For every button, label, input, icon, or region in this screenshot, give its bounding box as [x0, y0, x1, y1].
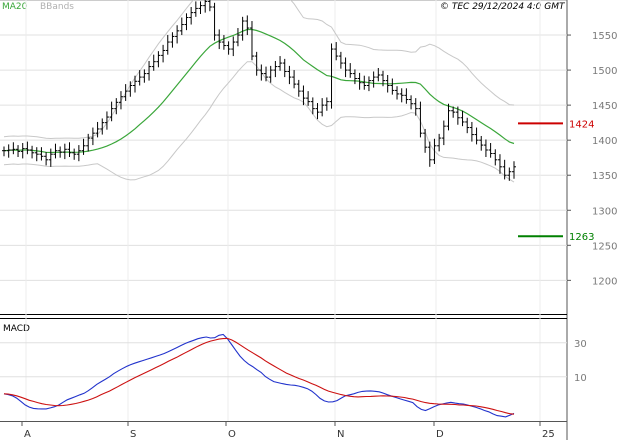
copyright-text: © TEC 29/12/2024 4:0 GMT [440, 2, 566, 12]
moving-average [3, 28, 515, 154]
x-tick-label-A: A [24, 429, 31, 440]
macd-y-tick-label-30: 30 [574, 339, 587, 350]
y-tick-label-1400: 1400 [592, 136, 617, 147]
y-tick-label-1450: 1450 [592, 101, 617, 112]
y-tick-label-1550: 1550 [592, 31, 617, 42]
y-tick-label-1300: 1300 [592, 206, 617, 217]
resistance-level-label: 1424 [569, 119, 594, 130]
legend-bbands: BBands [40, 2, 74, 12]
ma20-line [3, 28, 515, 154]
signal-line [3, 337, 515, 415]
bollinger-bands [3, 0, 515, 183]
macd-title: MACD [3, 324, 30, 334]
y-tick-label-1350: 1350 [592, 171, 617, 182]
x-tick-label-D: D [436, 429, 444, 440]
x-tick-label-O: O [228, 429, 236, 440]
legend-bg [2, 3, 26, 14]
legend-ma20: MA20 [2, 2, 28, 12]
y-tick-label-1500: 1500 [592, 66, 617, 77]
bband-lower-line [3, 61, 515, 183]
bband-upper-line [3, 0, 515, 140]
price-bars [2, 0, 516, 181]
macd-line [3, 333, 515, 418]
grid-lines [0, 0, 567, 421]
price-levels: 1424 1263 [518, 119, 594, 243]
support-level-label: 1263 [569, 232, 594, 243]
y-tick-label-1200: 1200 [592, 276, 617, 287]
y-axis-ticks: 1200 1250 1300 1350 1400 1450 1500 1550 [567, 31, 617, 287]
x-axis-ticks: A S O N D 25 [21, 421, 555, 440]
macd-y-tick-label-10: 10 [574, 373, 587, 384]
x-tick-label-25: 25 [542, 429, 555, 440]
macd-lines: 10 30 [0, 333, 587, 418]
x-tick-label-N: N [337, 429, 344, 440]
y-tick-label-1250: 1250 [592, 241, 617, 252]
x-tick-label-S: S [130, 429, 136, 440]
